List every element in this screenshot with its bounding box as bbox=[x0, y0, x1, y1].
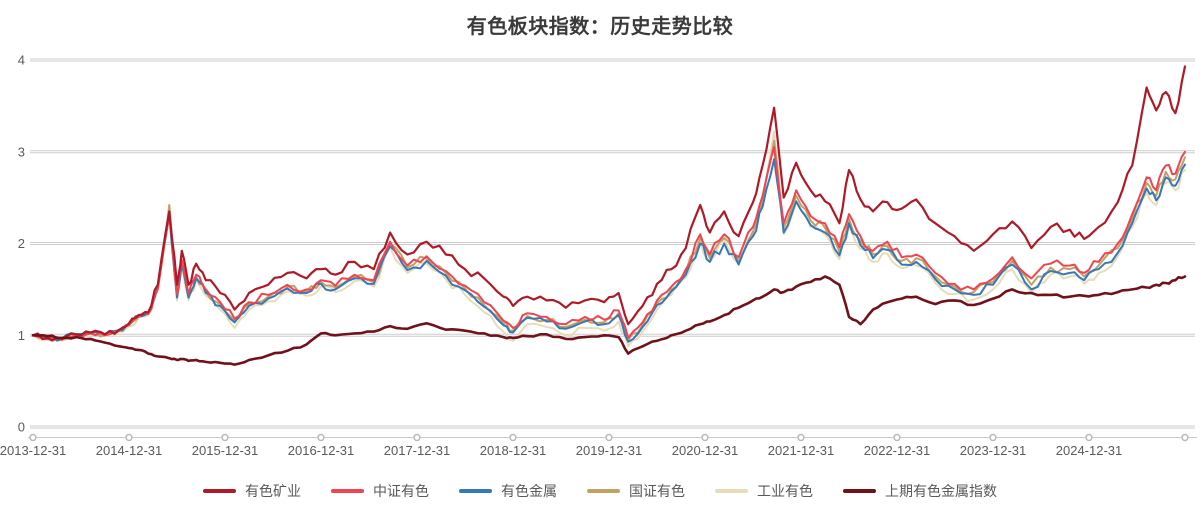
x-axis-tick-icon bbox=[29, 433, 37, 442]
legend-label: 上期有色金属指数 bbox=[885, 483, 997, 499]
line-swatch-icon bbox=[715, 489, 748, 493]
y-axis-tick-label: 1 bbox=[18, 328, 25, 343]
line-swatch-icon bbox=[843, 489, 876, 493]
y-axis-tick-label: 4 bbox=[18, 53, 25, 68]
x-axis-tick-label: 2017-12-31 bbox=[384, 443, 451, 458]
line-swatch-icon bbox=[459, 489, 492, 493]
legend-label: 中证有色 bbox=[373, 483, 429, 499]
x-axis-tick-label: 2021-12-31 bbox=[768, 443, 835, 458]
series-line-3 bbox=[32, 139, 1186, 341]
legend-label: 工业有色 bbox=[757, 483, 813, 499]
line-swatch-icon bbox=[203, 489, 236, 493]
x-axis-tick-icon bbox=[989, 433, 997, 442]
line-swatch-icon bbox=[587, 489, 620, 493]
y-axis-tick-label: 3 bbox=[18, 144, 25, 159]
legend-label: 有色矿业 bbox=[245, 483, 301, 499]
x-axis-tick-label: 2019-12-31 bbox=[576, 443, 643, 458]
chart-title: 有色板块指数：历史走势比较 bbox=[466, 16, 734, 38]
x-axis-tick-icon bbox=[221, 433, 229, 442]
x-axis-tick-icon bbox=[797, 433, 805, 442]
x-axis-tick-icon bbox=[1181, 433, 1189, 442]
x-axis-tick-label: 2022-12-31 bbox=[864, 443, 931, 458]
legend-item-zhongzheng-youse[interactable]: 中证有色 bbox=[331, 482, 429, 500]
x-axis-tick-icon bbox=[605, 433, 613, 442]
chart-legend: 有色矿业 中证有色 有色金属 国证有色 工业有色 上期有色金属指数 bbox=[0, 482, 1200, 500]
legend-item-shangqi-index[interactable]: 上期有色金属指数 bbox=[843, 482, 997, 500]
x-axis-tick-icon bbox=[509, 433, 517, 442]
legend-item-gongye-youse[interactable]: 工业有色 bbox=[715, 482, 813, 500]
legend-item-guozheng-youse[interactable]: 国证有色 bbox=[587, 482, 685, 500]
legend-item-youse-kuangye[interactable]: 有色矿业 bbox=[203, 482, 301, 500]
y-axis-tick-label: 0 bbox=[18, 420, 25, 435]
series-line-4 bbox=[32, 130, 1186, 348]
x-axis-tick-icon bbox=[125, 433, 133, 442]
y-axis-tick-label: 2 bbox=[18, 236, 25, 251]
x-axis-tick-icon bbox=[893, 433, 901, 442]
series-line-2 bbox=[32, 158, 1186, 343]
series-line-5 bbox=[31, 275, 1187, 366]
x-axis-tick-label: 2023-12-31 bbox=[960, 443, 1027, 458]
x-axis-tick-label: 2016-12-31 bbox=[288, 443, 355, 458]
x-axis-tick-icon bbox=[317, 433, 325, 442]
series-line-1 bbox=[32, 146, 1186, 341]
x-axis-tick-icon bbox=[1085, 433, 1093, 442]
legend-label: 有色金属 bbox=[501, 483, 557, 499]
x-axis-tick-label: 2013-12-31 bbox=[0, 443, 66, 458]
x-axis-tick-icon bbox=[701, 433, 709, 442]
x-axis-tick-label: 2020-12-31 bbox=[672, 443, 739, 458]
x-axis-tick-icon bbox=[413, 433, 421, 442]
legend-item-youse-jinshu[interactable]: 有色金属 bbox=[459, 482, 557, 500]
x-axis-tick-label: 2024-12-31 bbox=[1056, 443, 1123, 458]
x-axis-tick-label: 2018-12-31 bbox=[480, 443, 547, 458]
x-axis-tick-label: 2015-12-31 bbox=[192, 443, 259, 458]
series-line-0 bbox=[31, 65, 1187, 342]
x-axis-tick-label: 2014-12-31 bbox=[96, 443, 163, 458]
line-swatch-icon bbox=[331, 489, 364, 493]
legend-label: 国证有色 bbox=[629, 483, 685, 499]
